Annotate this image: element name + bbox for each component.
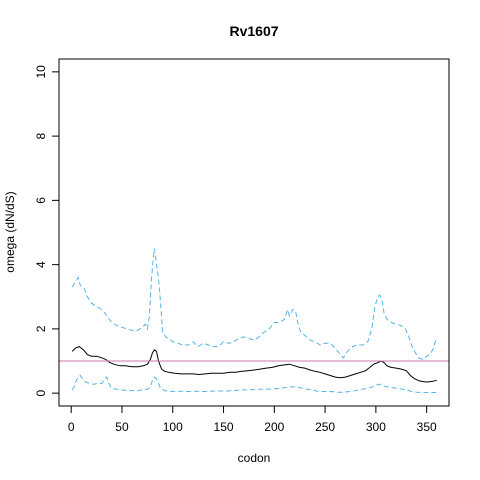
x-axis-title: codon	[238, 451, 271, 465]
y-tick-label: 0	[34, 389, 48, 396]
plot-area	[59, 248, 449, 393]
x-tick-label: 200	[264, 420, 284, 434]
y-tick-label: 6	[34, 197, 48, 204]
x-tick-label: 250	[315, 420, 335, 434]
chart-title: Rv1607	[229, 23, 278, 39]
x-tick-label: 150	[214, 420, 234, 434]
y-axis-title: omega (dN/dS)	[3, 191, 17, 272]
series-upper-bound	[71, 248, 438, 360]
series-lower-bound	[71, 374, 437, 393]
x-tick-label: 0	[68, 420, 75, 434]
x-tick-label: 50	[115, 420, 129, 434]
y-axis: 0 2 4 6 8 10	[34, 65, 60, 396]
y-tick-label: 10	[34, 65, 48, 79]
y-tick-label: 2	[34, 325, 48, 332]
x-tick-label: 100	[163, 420, 183, 434]
x-tick-label: 300	[366, 420, 386, 434]
series-estimate	[71, 346, 437, 383]
x-axis: 0 50 100 150 200 250 300 350	[68, 405, 437, 434]
y-tick-label: 4	[34, 261, 48, 268]
y-tick-label: 8	[34, 132, 48, 139]
x-tick-label: 350	[417, 420, 437, 434]
